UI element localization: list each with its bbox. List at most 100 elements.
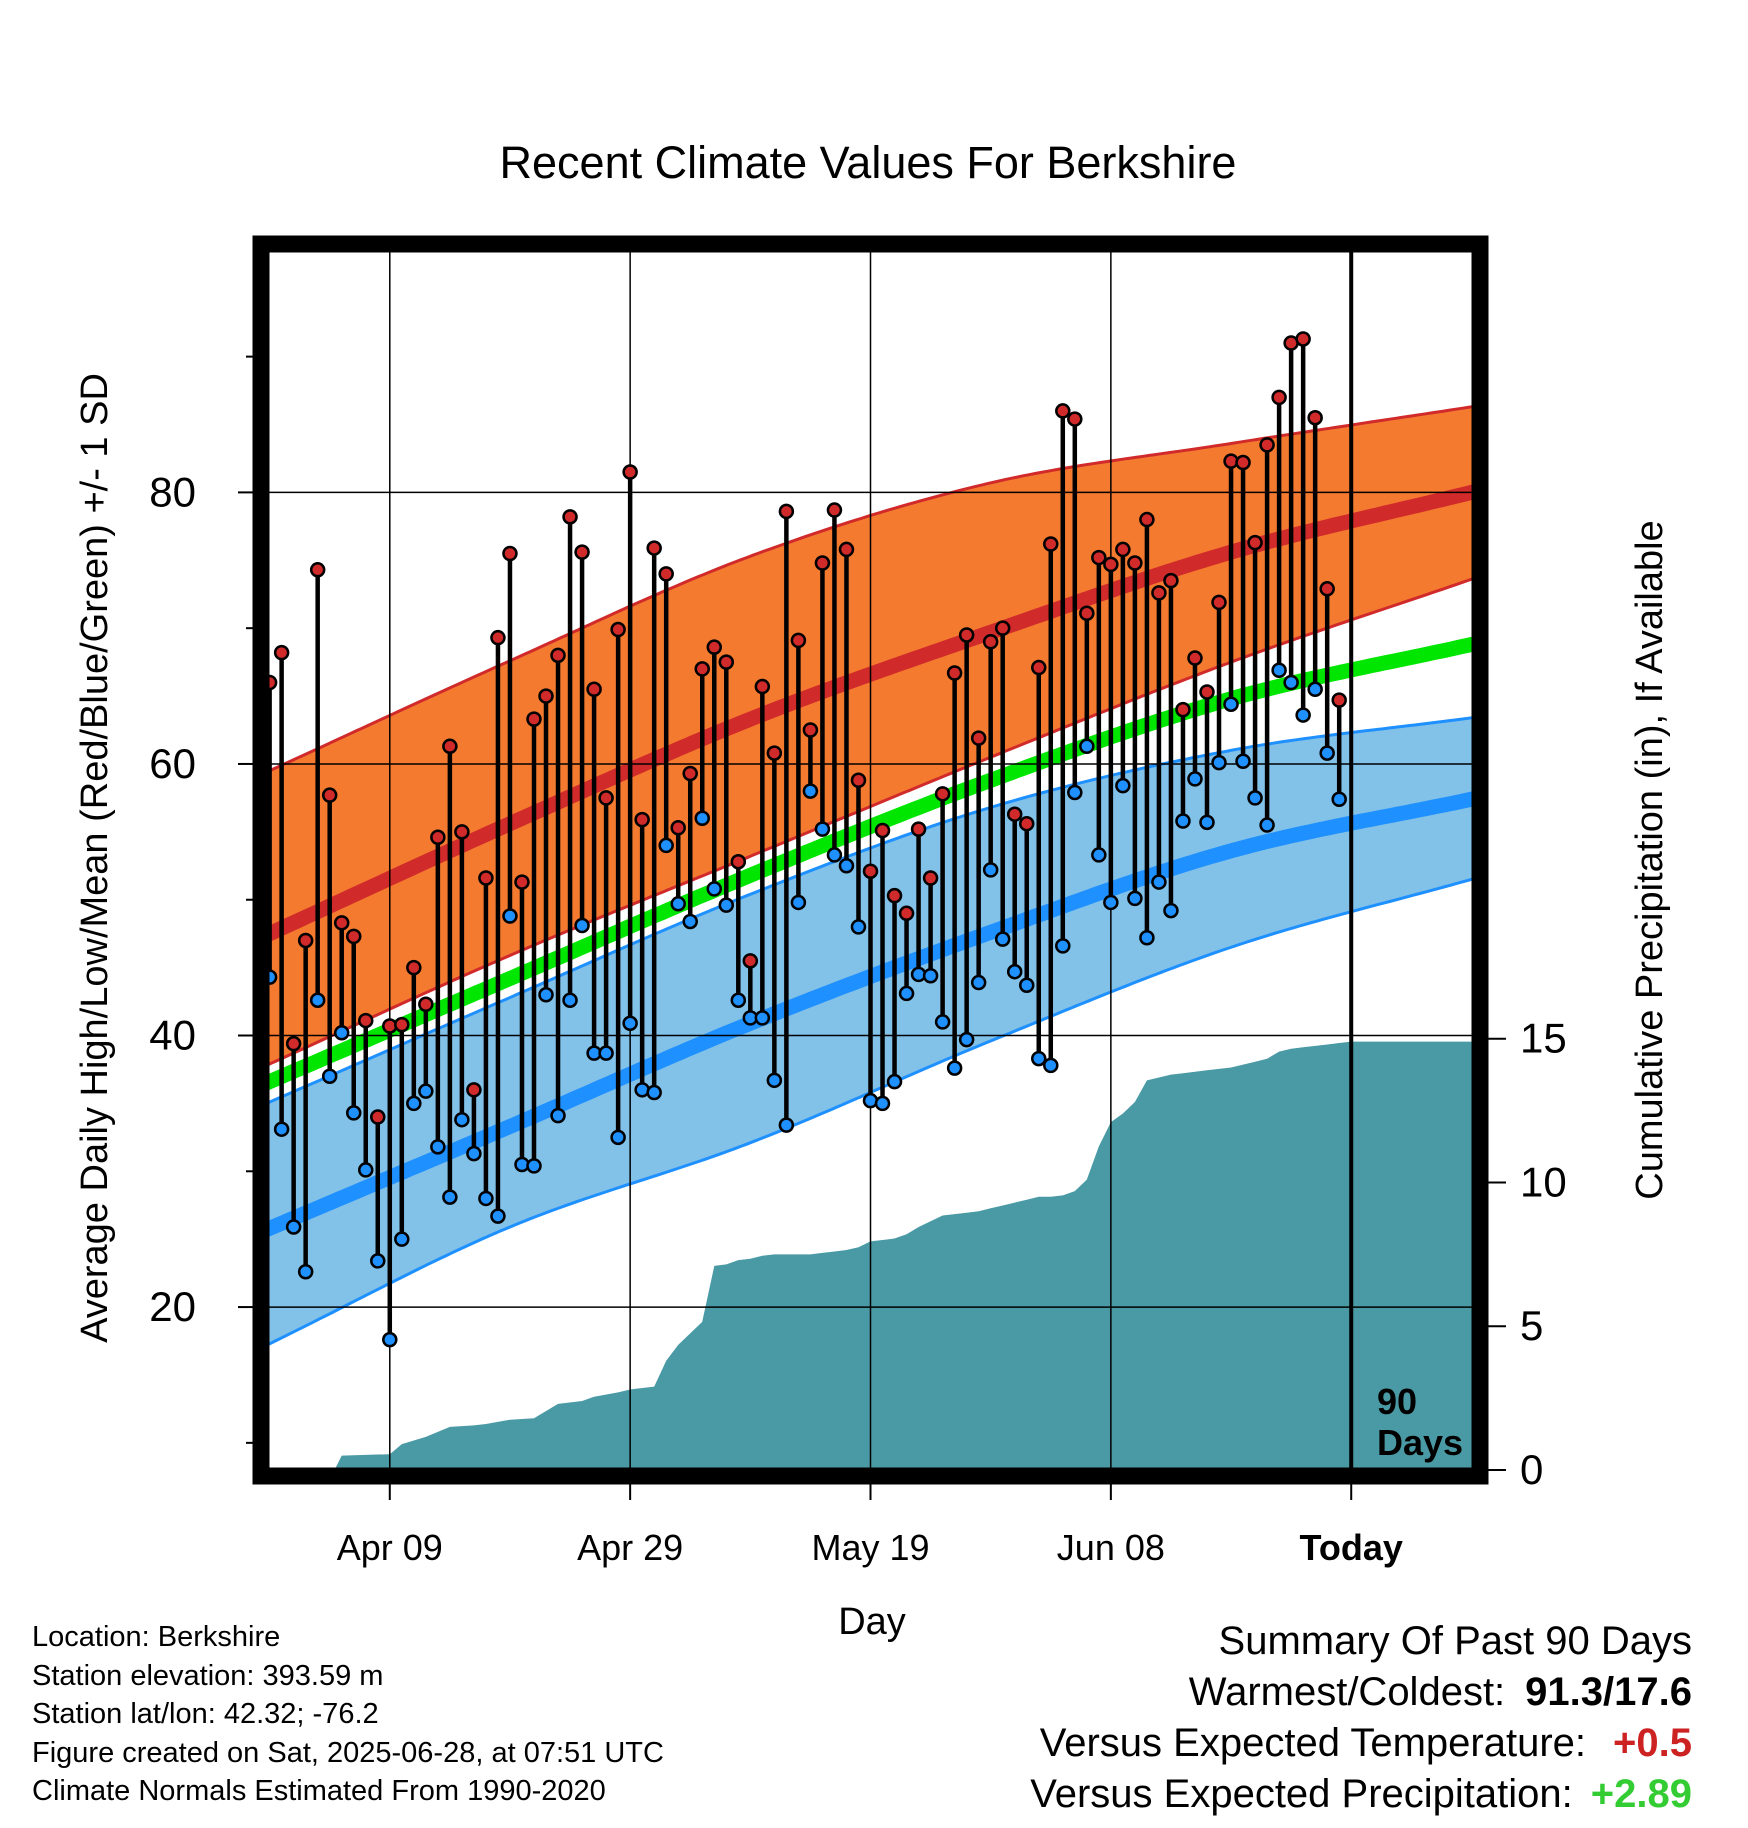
y-tick-label-1: 40 [149,1012,196,1059]
low-point-81 [1235,753,1251,769]
high-point-43 [778,503,795,520]
warm-cold-value: 91.3/17.6 [1525,1670,1692,1714]
high-point-9 [370,1109,386,1125]
high-point-74 [1151,585,1167,601]
low-point-13 [418,1083,434,1099]
high-point-2 [285,1035,302,1052]
low-point-60 [982,862,999,878]
low-point-41 [754,1010,771,1026]
high-point-4 [309,562,326,578]
high-point-88 [1319,581,1335,597]
low-point-8 [357,1162,374,1178]
low-point-75 [1163,902,1179,919]
high-point-46 [814,555,831,571]
y-axis-right: 0 5 10 15 [1488,1015,1567,1493]
y2-axis-label: Cumulative Precipitation (in), If Availa… [1629,520,1671,1199]
low-point-72 [1127,890,1143,907]
high-point-18 [478,870,494,886]
low-point-37 [706,881,723,897]
today-label-number: 90 [1377,1381,1417,1422]
low-point-17 [466,1145,482,1162]
normals-text: Climate Normals Estimated From 1990-2020 [32,1775,606,1807]
observed-daily-range [266,331,1347,1348]
high-point-5 [321,787,338,803]
latlon-text: Station lat/lon: 42.32; -76.2 [32,1698,379,1730]
high-point-3 [297,932,314,949]
y-tick-label-2: 60 [149,740,196,787]
high-point-23 [538,688,554,704]
high-point-21 [514,874,530,890]
high-point-78 [1199,684,1215,700]
low-point-67 [1067,784,1083,801]
high-point-6 [333,915,350,931]
low-point-6 [333,1025,350,1041]
high-point-60 [982,634,999,650]
high-point-42 [766,745,783,761]
high-point-28 [598,790,614,806]
low-point-70 [1103,894,1119,911]
high-point-70 [1103,556,1119,573]
low-point-2 [285,1219,302,1235]
low-point-22 [526,1158,542,1174]
high-point-13 [418,996,434,1013]
high-point-48 [838,541,855,558]
high-point-58 [958,627,975,643]
high-point-14 [430,829,446,846]
low-point-71 [1115,777,1131,794]
high-point-63 [1018,815,1035,832]
summary-title: Summary Of Past 90 Days [1218,1619,1692,1663]
low-point-1 [273,1121,290,1137]
high-point-44 [790,632,807,649]
high-point-15 [442,738,458,755]
low-point-4 [309,992,326,1008]
high-point-55 [922,870,939,886]
high-point-26 [574,544,590,560]
low-point-38 [718,897,735,913]
warm-cold-label: Warmest/Coldest: [1188,1670,1506,1714]
high-point-69 [1091,549,1107,566]
low-point-78 [1199,814,1215,831]
high-point-38 [718,654,735,670]
y-tick-label-0: 20 [149,1283,196,1330]
low-point-84 [1271,662,1287,679]
low-point-48 [838,858,855,874]
high-point-20 [502,545,518,562]
low-point-87 [1307,681,1323,698]
low-point-59 [970,974,987,991]
station-info: Location: Berkshire Station elevation: 3… [32,1618,664,1811]
high-point-17 [466,1082,482,1098]
elevation-text: Station elevation: 393.59 m [32,1659,384,1692]
high-point-1 [273,644,290,661]
low-point-62 [1006,963,1023,980]
high-point-36 [694,661,710,677]
low-point-5 [321,1068,338,1084]
high-point-87 [1307,409,1323,426]
high-point-35 [682,765,698,782]
y2-tick-label-2: 10 [1520,1158,1567,1205]
low-point-29 [610,1129,626,1146]
low-point-44 [790,894,807,911]
high-point-57 [946,665,963,681]
low-point-36 [694,810,710,827]
low-point-14 [430,1139,446,1155]
low-point-68 [1079,738,1095,755]
high-point-65 [1043,536,1059,552]
chart-title: Recent Climate Values For Berkshire [500,137,1237,188]
high-point-73 [1139,511,1155,528]
high-point-49 [850,772,867,788]
low-point-49 [850,919,867,935]
high-point-52 [886,887,903,904]
high-point-79 [1211,594,1227,611]
low-point-80 [1223,696,1239,712]
y2-tick-label-1: 5 [1520,1302,1543,1349]
high-point-84 [1271,389,1287,406]
temp-label: Versus Expected Temperature: [1039,1721,1586,1765]
low-point-15 [442,1189,458,1205]
plot-frame [252,235,1489,1485]
low-point-3 [297,1264,314,1280]
low-point-65 [1043,1057,1059,1074]
low-point-30 [622,1015,638,1032]
low-point-26 [574,917,590,934]
x-tick-label-1: Apr 29 [577,1527,683,1568]
high-point-86 [1295,331,1311,347]
